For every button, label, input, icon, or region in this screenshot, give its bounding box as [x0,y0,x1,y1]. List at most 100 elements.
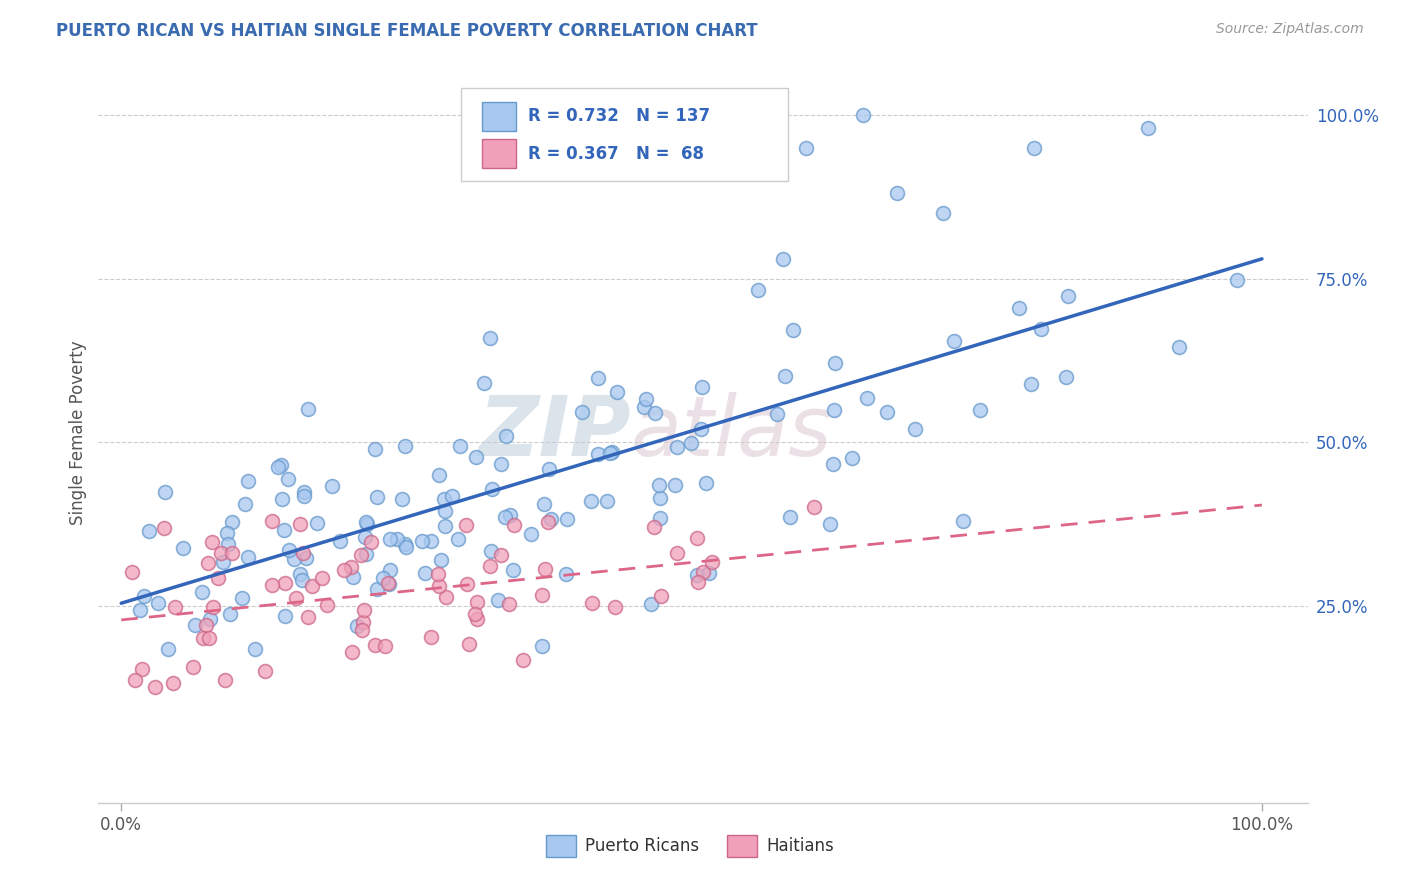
Point [495,428,517,442]
Point [243,641,266,656]
Point [491,457,513,471]
Point [449,439,471,453]
Point [374,639,396,653]
Point [366,582,388,596]
Point [458,637,481,651]
Point [600,445,623,459]
Point [273,523,295,537]
Point [183,617,205,632]
Bar [482,138,516,169]
Point [823,457,845,471]
Point [636,392,658,406]
Y-axis label: Single Female Poverty: Single Female Poverty [69,341,87,524]
Point [430,553,453,567]
Point [380,563,402,577]
Point [766,407,789,421]
Text: R = 0.732   N = 137: R = 0.732 N = 137 [527,108,710,126]
Point [413,566,436,580]
Point [277,472,299,486]
Point [700,555,723,569]
Point [876,405,898,419]
Point [540,511,562,525]
Point [1054,370,1077,384]
Point [153,484,176,499]
Text: Source: ZipAtlas.com: Source: ZipAtlas.com [1216,22,1364,37]
Point [489,548,512,562]
Point [221,515,243,529]
Point [502,563,524,577]
Point [197,556,219,570]
Point [295,550,318,565]
Point [288,517,311,532]
Point [486,593,509,607]
Point [342,570,364,584]
Point [146,596,169,610]
Point [481,483,503,497]
Point [236,549,259,564]
Point [1167,340,1189,354]
Point [571,405,593,419]
Point [824,356,846,370]
Point [315,599,337,613]
Point [633,401,655,415]
Point [238,474,260,488]
Point [371,571,394,585]
Point [333,563,356,577]
Point [311,571,333,585]
Point [648,477,671,491]
Point [596,494,619,508]
Point [603,599,626,614]
Point [599,446,621,460]
Point [779,510,801,524]
Point [231,591,253,606]
Point [292,489,315,503]
Point [181,660,204,674]
Point [291,573,314,587]
Point [494,510,516,524]
Point [456,518,478,533]
Point [969,403,991,417]
Point [534,562,557,576]
Point [427,579,450,593]
Point [664,478,686,492]
Point [321,479,343,493]
Point [420,534,443,549]
Point [283,551,305,566]
Point [856,392,879,406]
Point [366,491,388,505]
Point [292,545,315,559]
Point [138,524,160,538]
Point [274,576,297,591]
Text: PUERTO RICAN VS HAITIAN SINGLE FEMALE POVERTY CORRELATION CHART: PUERTO RICAN VS HAITIAN SINGLE FEMALE PO… [56,22,758,40]
Point [467,612,489,626]
Point [340,560,363,574]
Point [433,519,456,533]
Point [537,462,560,476]
Point [643,519,665,533]
Point [479,543,502,558]
Point [394,541,416,555]
Point [221,546,243,560]
Point [503,518,526,533]
Point [364,638,387,652]
Point [266,459,288,474]
Point [194,618,217,632]
Point [1008,301,1031,315]
Point [329,534,352,549]
Point [378,577,401,591]
Point [686,567,709,582]
Point [648,491,671,506]
Point [214,673,236,687]
Point [782,323,804,337]
Point [650,510,672,524]
Point [695,476,717,491]
Bar [727,835,758,857]
Point [391,492,413,507]
Point [274,608,297,623]
Point [794,140,817,154]
Text: R = 0.367   N =  68: R = 0.367 N = 68 [527,145,703,162]
Point [1019,377,1042,392]
Point [129,602,152,616]
Point [440,489,463,503]
Point [773,368,796,383]
